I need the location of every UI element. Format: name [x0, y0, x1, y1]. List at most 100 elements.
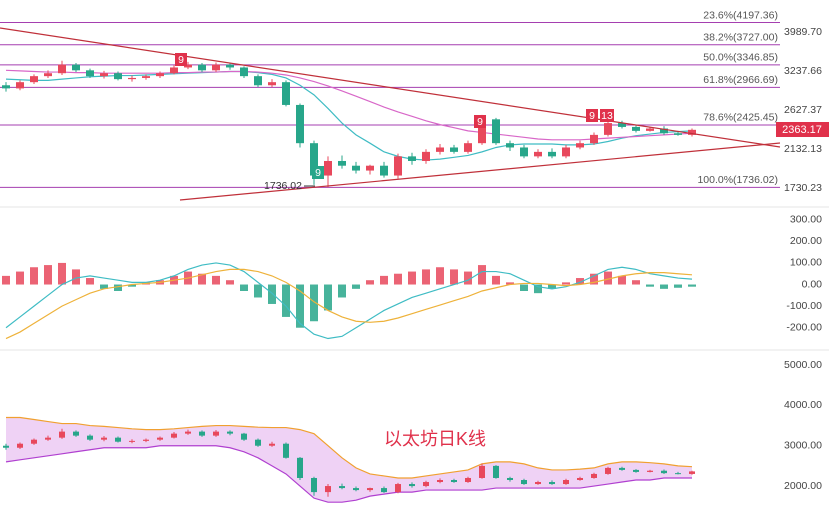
candle-body — [198, 64, 206, 71]
candle-body — [59, 431, 65, 438]
y-tick-label: -200.00 — [786, 322, 822, 334]
macd-bar — [72, 269, 80, 285]
candle-body — [156, 73, 164, 77]
candle-body — [619, 467, 625, 470]
band-fill — [6, 417, 692, 503]
td-mark: 9 — [178, 54, 184, 66]
candle-body — [674, 133, 682, 135]
td-mark-box — [586, 109, 598, 122]
candle-body — [58, 64, 66, 74]
macd-bar — [450, 269, 458, 285]
y-tick-label: 3000.00 — [784, 440, 822, 452]
lower-band — [5, 445, 692, 503]
low-annotation: 1736.02 — [264, 180, 302, 192]
candle-body — [73, 431, 79, 436]
candle-body — [72, 64, 80, 71]
candle-body — [688, 129, 696, 135]
candle-body — [660, 128, 668, 134]
candle-body — [492, 119, 500, 144]
candle-body — [268, 82, 276, 86]
td-mark-box — [312, 166, 324, 179]
plot: 23.6%(4197.36) 38.2%(3727.00) 50.0%(3346.8… — [0, 9, 823, 503]
candle-body — [380, 165, 388, 176]
candle-body — [114, 73, 122, 80]
candle-body — [465, 477, 471, 483]
fib-label: 78.6%(2425.45) — [703, 112, 778, 124]
macd-bar — [380, 275, 388, 285]
macd-bar — [282, 284, 290, 317]
candle-body — [591, 473, 597, 478]
candle-body — [338, 160, 346, 166]
candle-body — [548, 151, 556, 157]
candle-body — [170, 67, 178, 74]
candle-body — [255, 439, 261, 446]
candle-body — [254, 76, 262, 86]
candle-body — [324, 160, 332, 176]
macd-bar — [492, 275, 500, 285]
candle-body — [451, 480, 457, 483]
y-tick-label: 3989.70 — [784, 26, 822, 38]
candle-body — [16, 82, 24, 89]
candle-body — [576, 143, 584, 148]
y-tick-label: 2000.00 — [784, 480, 822, 492]
td-mark: 9 — [589, 110, 595, 122]
candle-body — [661, 470, 667, 474]
candle-body — [520, 147, 528, 157]
macd-bar — [310, 284, 318, 322]
candle-body — [212, 64, 220, 71]
macd-bar — [604, 271, 612, 285]
candle-body — [185, 431, 191, 434]
macd-bar — [86, 278, 94, 285]
candle-body — [142, 76, 150, 78]
candle-body — [101, 437, 107, 440]
y-tick-label: 0.00 — [802, 278, 823, 290]
candle-body — [464, 143, 472, 152]
candle-body — [367, 488, 373, 491]
macd-bar — [296, 284, 304, 328]
macd-bar — [562, 282, 570, 285]
candle-body — [227, 431, 233, 434]
macd-bar — [16, 271, 24, 285]
fib-label: 38.2%(3727.00) — [703, 32, 778, 44]
candle-body — [269, 443, 275, 446]
candle-body — [479, 465, 485, 478]
candle-body — [339, 486, 345, 489]
candle-body — [395, 484, 401, 493]
candle-body — [646, 128, 654, 131]
macd-bar — [240, 284, 248, 291]
candle-body — [143, 439, 149, 441]
macd-bar — [534, 284, 542, 294]
macd-bar — [198, 273, 206, 285]
td-mark-box — [474, 115, 486, 128]
fib-label: 100.0%(1736.02) — [697, 174, 778, 186]
macd-bar — [254, 284, 262, 298]
macd-bar — [548, 284, 556, 289]
moving-average — [5, 69, 693, 141]
td-mark-box — [175, 53, 187, 66]
candle-body — [562, 147, 570, 157]
upper-band — [6, 416, 693, 479]
macd-bar — [2, 275, 10, 285]
candle-body — [506, 143, 514, 148]
candle-body — [478, 119, 486, 144]
td-mark: 13 — [601, 110, 613, 122]
candle-body — [394, 156, 402, 176]
macd-bar — [408, 271, 416, 285]
candle-body — [436, 147, 444, 152]
td-marks: 9 9 9 13 9 — [175, 53, 614, 179]
macd-bar — [58, 262, 66, 285]
macd-bar — [114, 284, 122, 291]
macd-bar — [100, 284, 108, 289]
candle-body — [534, 151, 542, 157]
candle-body — [450, 147, 458, 152]
candle-body — [311, 477, 317, 493]
td-mark: 9 — [315, 167, 321, 179]
candle-body — [86, 70, 94, 77]
candle-body — [605, 467, 611, 474]
candle-body — [563, 480, 569, 485]
candle-body — [549, 482, 555, 485]
y-tick-label: 1730.23 — [784, 182, 822, 194]
candle-body — [618, 123, 626, 127]
candle-body — [689, 471, 695, 474]
macd-bar — [226, 280, 234, 285]
